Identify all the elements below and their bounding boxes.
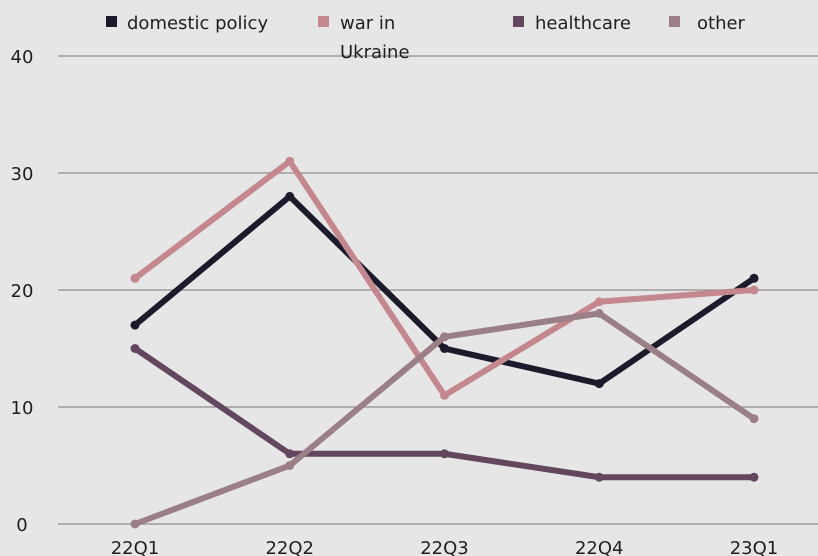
x-tick-label: 23Q1 xyxy=(730,538,779,556)
legend-item: other xyxy=(669,13,746,34)
data-point xyxy=(130,273,140,283)
data-point xyxy=(130,519,140,529)
data-point xyxy=(440,449,449,459)
legend-label-line: Ukraine xyxy=(340,42,410,63)
legend-item: war in Ukraine xyxy=(318,13,410,63)
y-tick-label: 10 xyxy=(11,398,34,419)
y-tick-label: 30 xyxy=(11,164,34,185)
series-2 xyxy=(130,344,759,482)
legend-item: domestic policy xyxy=(106,13,268,34)
legend-swatch xyxy=(513,16,524,27)
legend-swatch xyxy=(318,16,329,27)
data-point xyxy=(130,320,140,330)
legend-item: healthcare xyxy=(513,13,631,34)
data-point xyxy=(285,156,295,166)
series-line xyxy=(132,156,757,400)
x-tick-label: 22Q1 xyxy=(111,538,160,556)
data-point xyxy=(594,379,604,389)
x-tick-label: 22Q3 xyxy=(420,538,469,556)
data-point xyxy=(749,472,759,482)
legend-swatch xyxy=(669,16,680,27)
x-tick-label: 22Q2 xyxy=(265,538,314,556)
data-point xyxy=(440,332,449,342)
gridlines xyxy=(58,55,818,525)
series-lines xyxy=(130,156,759,529)
data-point xyxy=(285,449,295,459)
legend-swatch xyxy=(106,16,117,27)
data-point xyxy=(594,472,604,482)
series-1 xyxy=(130,156,759,400)
data-point xyxy=(749,273,759,283)
legend: domestic policy war in Ukraine healthcare ot… xyxy=(106,13,746,63)
y-axis-tick-labels: 0 10 20 30 40 xyxy=(11,47,34,536)
data-point xyxy=(749,414,759,424)
y-tick-label: 0 xyxy=(16,515,27,536)
x-tick-label: 22Q4 xyxy=(575,538,624,556)
data-point xyxy=(594,297,604,307)
data-point xyxy=(440,390,449,400)
y-tick-label: 40 xyxy=(11,47,34,68)
data-point xyxy=(285,461,295,470)
data-point xyxy=(594,308,604,318)
legend-label: war in Ukraine xyxy=(340,13,410,63)
data-point xyxy=(440,344,449,353)
y-tick-label: 20 xyxy=(11,281,34,302)
legend-label-line: war in xyxy=(340,13,395,34)
data-point xyxy=(285,191,295,201)
x-axis-tick-labels: 22Q1 22Q2 22Q3 22Q4 23Q1 xyxy=(111,538,779,556)
series-3 xyxy=(130,308,759,529)
legend-label: healthcare xyxy=(535,13,631,34)
legend-label: other xyxy=(697,13,746,34)
legend-label: domestic policy xyxy=(127,13,268,34)
data-point xyxy=(130,344,140,353)
data-point xyxy=(749,285,759,295)
